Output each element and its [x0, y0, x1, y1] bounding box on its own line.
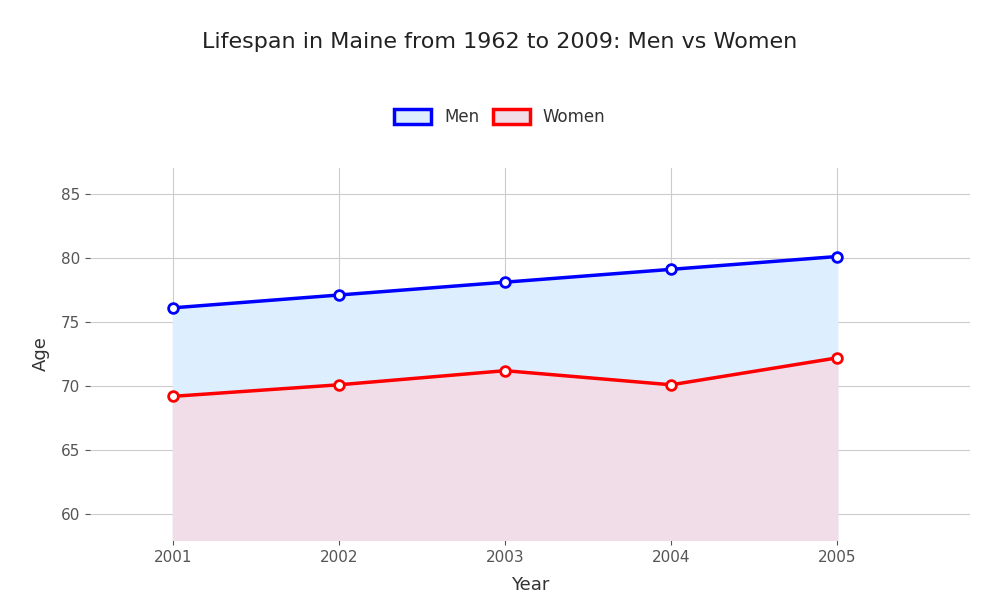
Text: Lifespan in Maine from 1962 to 2009: Men vs Women: Lifespan in Maine from 1962 to 2009: Men…	[202, 32, 798, 52]
Legend: Men, Women: Men, Women	[388, 101, 612, 133]
Y-axis label: Age: Age	[32, 337, 50, 371]
X-axis label: Year: Year	[511, 576, 549, 594]
